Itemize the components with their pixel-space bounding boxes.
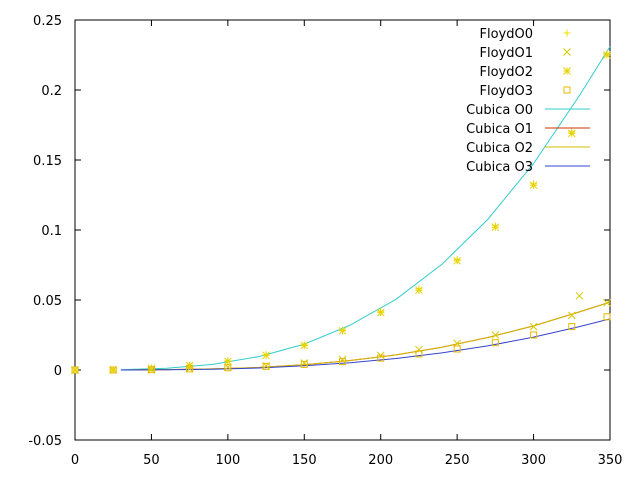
legend-marker xyxy=(563,29,571,37)
legend-item: FloydO0 xyxy=(480,27,571,42)
data-point xyxy=(377,354,385,362)
legend-marker xyxy=(563,48,571,56)
y-axis: -0.05 0 0.05 0.1 0.15 0.2 0.25 xyxy=(28,14,610,449)
y-tick-label: 0.2 xyxy=(41,84,62,99)
data-point xyxy=(109,366,118,374)
data-point xyxy=(568,323,576,331)
data-point xyxy=(530,331,538,339)
legend-item: Cubica O2 xyxy=(466,141,590,156)
data-point xyxy=(529,181,538,190)
legend-item: Cubica O3 xyxy=(466,160,590,175)
y-tick-label: 0 xyxy=(54,364,62,379)
x-tick-label: 350 xyxy=(598,453,623,468)
data-point xyxy=(491,223,500,232)
x-tick-label: 300 xyxy=(521,453,546,468)
data-point xyxy=(603,298,611,307)
data-point xyxy=(300,341,309,350)
data-point xyxy=(575,291,584,300)
data-point xyxy=(147,366,155,374)
data-point xyxy=(300,359,309,367)
legend: FloydO0 FloydO1 FloydO2 FloydO3 Cubica O0 Cub… xyxy=(466,27,590,175)
data-point xyxy=(491,331,500,339)
legend-label: Cubica O3 xyxy=(466,160,533,175)
legend-item: Cubica O0 xyxy=(466,103,590,118)
series-line xyxy=(120,46,611,371)
series-cubica-o0 xyxy=(120,46,611,371)
data-point xyxy=(262,351,270,360)
y-tick-label: 0.1 xyxy=(41,224,62,239)
legend-label: FloydO2 xyxy=(480,65,534,80)
data-point xyxy=(603,51,611,59)
x-axis: 0 50 100 150 200 250 300 350 xyxy=(71,20,623,468)
data-point xyxy=(262,362,270,370)
series-floydo3 xyxy=(71,313,611,374)
data-point xyxy=(567,129,576,138)
x-tick-label: 150 xyxy=(292,453,317,468)
series-line xyxy=(120,318,611,371)
data-point xyxy=(453,345,461,353)
data-point xyxy=(71,366,79,374)
y-tick-label: -0.05 xyxy=(28,434,62,449)
legend-label: Cubica O2 xyxy=(466,141,533,156)
data-point xyxy=(300,360,308,368)
data-point xyxy=(415,350,423,358)
legend-item: FloydO1 xyxy=(480,46,571,61)
data-point xyxy=(415,286,423,295)
data-point xyxy=(603,313,611,321)
data-point xyxy=(567,311,576,320)
series-cubica-o3 xyxy=(120,318,611,371)
data-point xyxy=(415,345,423,354)
data-point xyxy=(224,364,232,372)
legend-item: Cubica O1 xyxy=(466,122,590,137)
y-tick-label: 0.25 xyxy=(33,14,62,29)
x-tick-label: 250 xyxy=(445,453,470,468)
plot-frame xyxy=(74,19,611,441)
data-point xyxy=(71,366,79,374)
data-point xyxy=(453,256,461,265)
legend-label: FloydO0 xyxy=(480,27,534,42)
data-point xyxy=(186,365,194,373)
y-tick-label: 0.05 xyxy=(33,294,62,309)
x-tick-label: 0 xyxy=(71,453,79,468)
x-tick-label: 100 xyxy=(215,453,240,468)
data-point xyxy=(338,326,347,335)
x-tick-label: 50 xyxy=(143,453,160,468)
x-tick-label: 200 xyxy=(368,453,393,468)
series-floydo2 xyxy=(71,51,611,374)
data-point xyxy=(491,339,499,347)
data-point xyxy=(338,355,347,364)
y-tick-label: 0.15 xyxy=(33,154,62,169)
data-point xyxy=(147,364,156,373)
legend-item: FloydO2 xyxy=(480,65,571,80)
data-point xyxy=(339,358,346,366)
legend-marker xyxy=(563,67,571,75)
data-point xyxy=(109,366,117,374)
data-point xyxy=(376,308,385,317)
legend-label: Cubica O1 xyxy=(466,122,533,137)
plot-area xyxy=(71,46,611,374)
data-point xyxy=(529,322,538,331)
legend-marker xyxy=(563,86,571,94)
data-point xyxy=(224,357,232,366)
legend-label: FloydO3 xyxy=(480,84,534,99)
legend-item: FloydO3 xyxy=(480,84,571,99)
legend-label: Cubica O0 xyxy=(466,103,533,118)
legend-label: FloydO1 xyxy=(480,46,534,61)
